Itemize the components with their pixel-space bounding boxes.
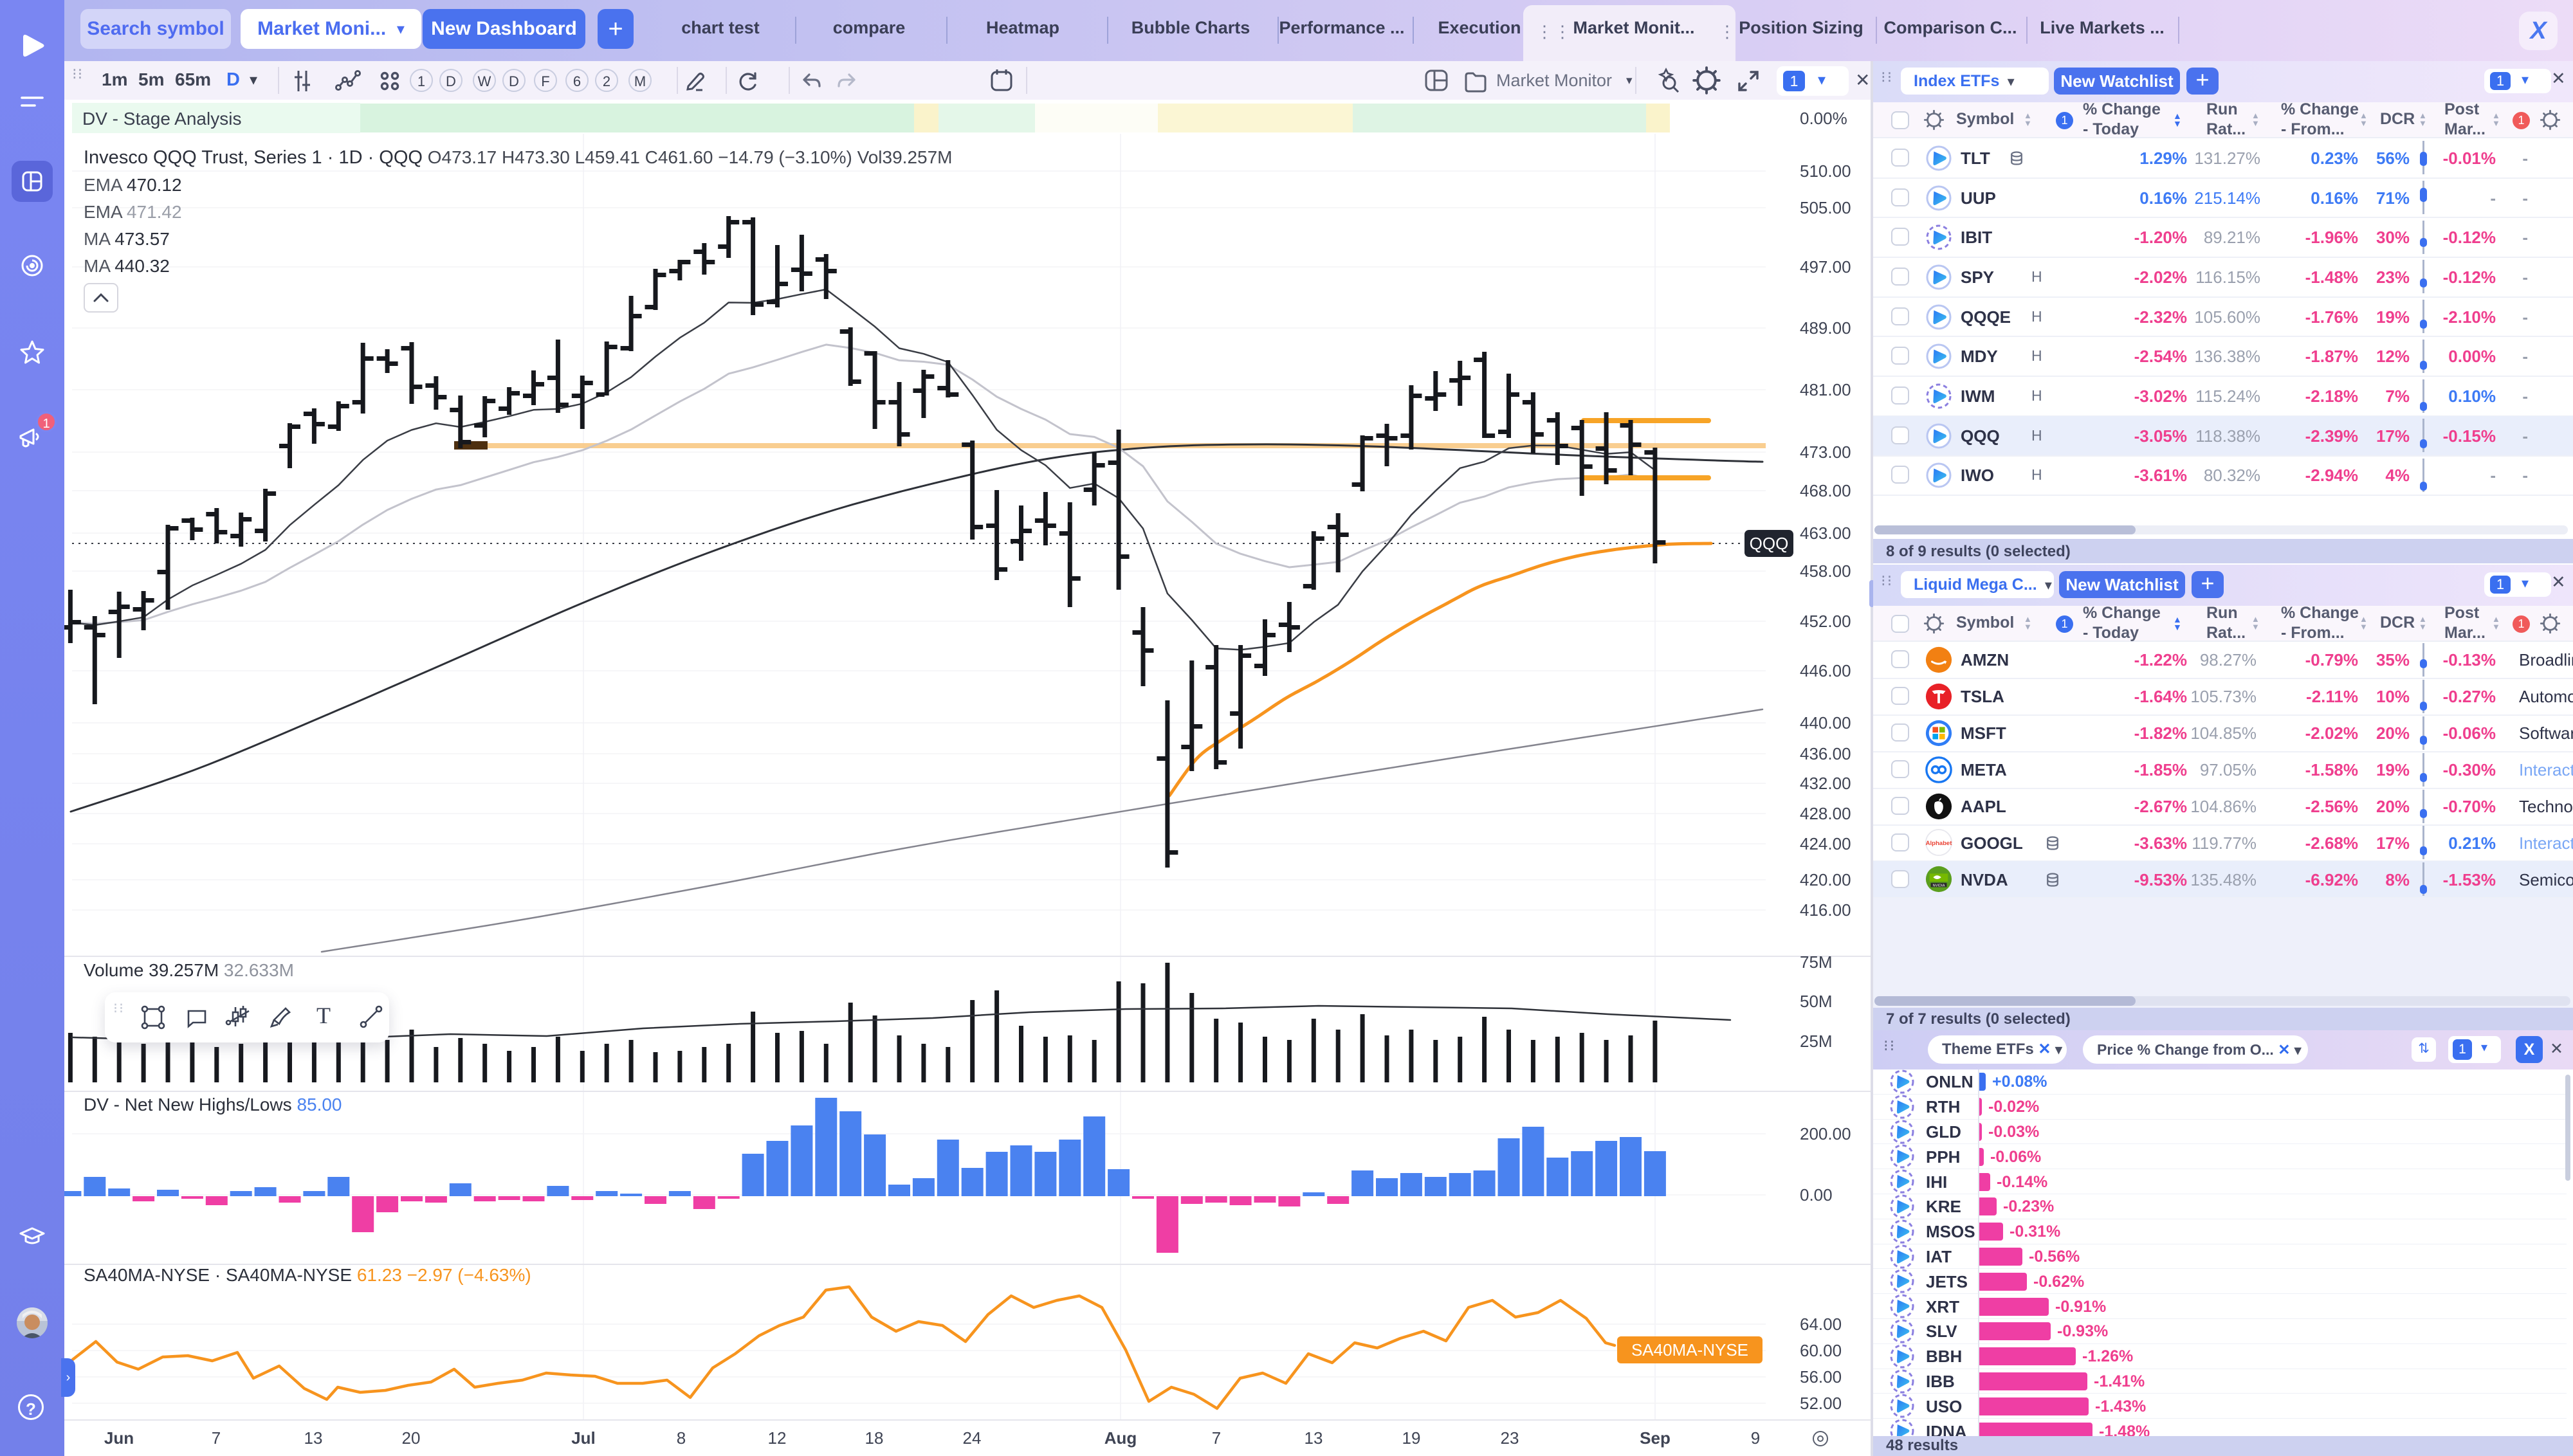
svg-text:DV - Net New Highs/Lows 85.00: DV - Net New Highs/Lows 85.00 (84, 1095, 342, 1115)
svg-text:MA 473.57: MA 473.57 (84, 229, 170, 249)
svg-text:452.00: 452.00 (1800, 612, 1851, 631)
svg-text:436.00: 436.00 (1800, 744, 1851, 763)
svg-text:8: 8 (677, 1428, 686, 1448)
svg-text:473.00: 473.00 (1800, 442, 1851, 462)
svg-text:505.00: 505.00 (1800, 198, 1851, 217)
svg-text:432.00: 432.00 (1800, 774, 1851, 793)
svg-text:SA40MA-NYSE: SA40MA-NYSE (1631, 1340, 1748, 1360)
svg-text:QQQ: QQQ (1750, 534, 1789, 553)
svg-text:13: 13 (1305, 1428, 1323, 1448)
svg-text:0.00: 0.00 (1800, 1185, 1833, 1205)
svg-text:25M: 25M (1800, 1032, 1833, 1051)
svg-text:463.00: 463.00 (1800, 523, 1851, 543)
svg-text:20: 20 (402, 1428, 421, 1448)
svg-text:Jun: Jun (104, 1428, 134, 1448)
svg-text:12: 12 (768, 1428, 787, 1448)
svg-text:481.00: 481.00 (1800, 380, 1851, 399)
svg-text:424.00: 424.00 (1800, 834, 1851, 853)
svg-text:SA40MA-NYSE · SA40MA-NYSE 61.: SA40MA-NYSE · SA40MA-NYSE 61.23 −2.97 (−… (84, 1265, 531, 1285)
svg-text:Invesco QQQ Trust, Series 1 ·: Invesco QQQ Trust, Series 1 · 1D · QQQ O… (84, 147, 953, 168)
svg-text:MA 440.32: MA 440.32 (84, 256, 170, 276)
svg-text:7: 7 (212, 1428, 221, 1448)
svg-text:468.00: 468.00 (1800, 481, 1851, 500)
svg-text:Sep: Sep (1640, 1428, 1671, 1448)
svg-text:440.00: 440.00 (1800, 713, 1851, 733)
svg-text:75M: 75M (1800, 952, 1833, 972)
svg-text:489.00: 489.00 (1800, 318, 1851, 338)
svg-text:24: 24 (963, 1428, 982, 1448)
svg-text:NVIDIA: NVIDIA (1932, 884, 1945, 887)
svg-text:497.00: 497.00 (1800, 257, 1851, 277)
svg-text:13: 13 (304, 1428, 323, 1448)
svg-text:64.00: 64.00 (1800, 1315, 1842, 1334)
svg-text:Jul: Jul (571, 1428, 596, 1448)
svg-text:428.00: 428.00 (1800, 804, 1851, 823)
svg-text:Volume 39.257M 32.633M: Volume 39.257M 32.633M (84, 960, 294, 980)
svg-text:52.00: 52.00 (1800, 1394, 1842, 1413)
svg-text:19: 19 (1402, 1428, 1421, 1448)
svg-text:Aug: Aug (1104, 1428, 1137, 1448)
svg-text:18: 18 (865, 1428, 884, 1448)
svg-text:60.00: 60.00 (1800, 1341, 1842, 1360)
svg-text:0.00%: 0.00% (1800, 109, 1847, 128)
svg-text:420.00: 420.00 (1800, 870, 1851, 889)
svg-text:56.00: 56.00 (1800, 1367, 1842, 1387)
svg-text:9: 9 (1751, 1428, 1760, 1448)
svg-text:50M: 50M (1800, 992, 1833, 1011)
svg-text:Alphabet: Alphabet (1926, 840, 1953, 847)
svg-text:200.00: 200.00 (1800, 1124, 1851, 1143)
svg-text:23: 23 (1501, 1428, 1519, 1448)
svg-text:DV - Stage Analysis: DV - Stage Analysis (82, 109, 241, 129)
svg-text:446.00: 446.00 (1800, 661, 1851, 680)
svg-text:7: 7 (1212, 1428, 1221, 1448)
svg-text:510.00: 510.00 (1800, 161, 1851, 181)
svg-text:EMA 471.42: EMA 471.42 (84, 202, 182, 222)
svg-text:EMA 470.12: EMA 470.12 (84, 175, 182, 195)
svg-text:458.00: 458.00 (1800, 561, 1851, 581)
svg-text:416.00: 416.00 (1800, 900, 1851, 920)
